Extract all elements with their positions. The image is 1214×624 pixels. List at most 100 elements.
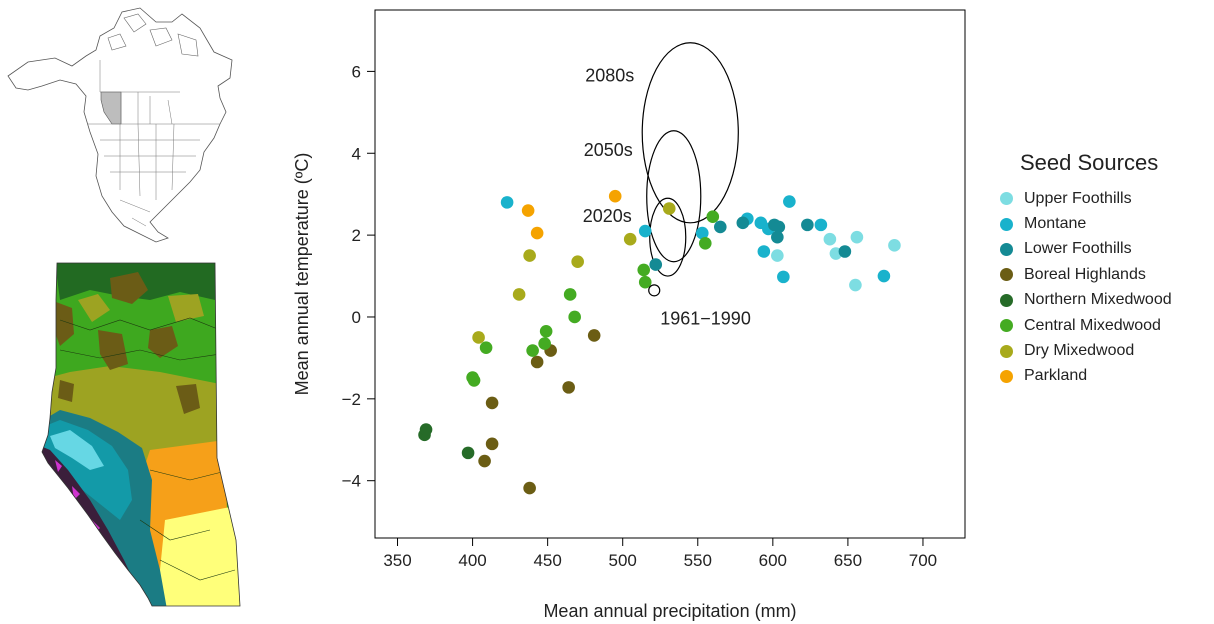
point-montane [500, 196, 514, 209]
point-northern-mixedwood [419, 423, 433, 436]
point-dry-mixedwood [523, 249, 536, 262]
legend-item-boreal-highlands: Boreal Highlands [1000, 262, 1214, 287]
point-boreal-highlands [562, 381, 575, 394]
point-central-mixedwood [539, 325, 553, 338]
point-lower-foothills [771, 230, 784, 244]
legend-swatch [1000, 192, 1013, 206]
point-lower-foothills [801, 218, 814, 232]
legend-label: Boreal Highlands [1024, 265, 1146, 283]
point-lower-foothills [772, 220, 786, 234]
legend-item-montane: Montane [1000, 211, 1214, 236]
point-central-mixedwood [563, 288, 577, 301]
point-central-mixedwood [467, 374, 481, 387]
legend-item-parkland: Parkland [1000, 364, 1214, 389]
y-tick-label: 0 [352, 308, 361, 327]
arctic-islands [107, 13, 199, 57]
point-parkland [530, 226, 544, 240]
point-dry-mixedwood [472, 331, 485, 344]
x-tick-label: 350 [383, 551, 411, 570]
point-parkland [608, 189, 622, 203]
data-points: 1961−1990 [418, 189, 901, 495]
point-lower-foothills [838, 245, 852, 258]
legend-label: Northern Mixedwood [1024, 291, 1172, 309]
x-tick-label: 450 [533, 551, 561, 570]
point-central-mixedwood [526, 344, 539, 357]
x-axis-label: Mean annual precipitation (mm) [543, 601, 796, 621]
alberta-ecoregion-map [42, 263, 240, 606]
x-axis: 350 400 450 500 550 600 650 700 [383, 538, 937, 570]
legend-item-central-mixedwood: Central Mixedwood [1000, 313, 1214, 338]
point-central-mixedwood [638, 275, 652, 289]
point-montane [757, 245, 771, 258]
point-dry-mixedwood [571, 255, 584, 269]
point-central-mixedwood [568, 310, 581, 324]
maps-panel [7, 7, 241, 607]
point-central-mixedwood [698, 237, 712, 250]
point-montane [814, 218, 828, 232]
y-tick-label: 6 [352, 62, 361, 81]
legend-label: Lower Foothills [1024, 240, 1132, 258]
point-boreal-highlands [485, 396, 499, 410]
y-tick-label: −2 [342, 390, 361, 409]
point-upper-foothills [888, 239, 901, 252]
legend-swatch [1000, 369, 1013, 383]
projection-ellipse-2080s [641, 42, 739, 224]
legend-label: Upper Foothills [1024, 189, 1132, 207]
point-lower-foothills [713, 220, 727, 234]
legend-swatch [1000, 217, 1013, 231]
legend-swatch [1000, 242, 1013, 256]
political-boundaries [88, 60, 220, 227]
legend-items: Upper Foothills Montane Lower Foothills Bor… [1000, 186, 1214, 389]
legend-label: Parkland [1024, 367, 1088, 385]
point-dry-mixedwood [662, 202, 676, 215]
y-axis: −4 −2 0 2 4 6 [342, 62, 375, 491]
point-northern-mixedwood [461, 446, 475, 460]
legend-label: Montane [1024, 215, 1087, 233]
point-dry-mixedwood [512, 288, 526, 301]
legend-label: Central Mixedwood [1024, 316, 1161, 334]
x-tick-label: 600 [759, 551, 787, 570]
y-tick-label: −4 [342, 472, 361, 491]
point-boreal-highlands [485, 437, 499, 451]
legend-item-dry-mixedwood: Dry Mixedwood [1000, 338, 1214, 363]
point-lower-foothills [736, 216, 750, 230]
point-upper-foothills [850, 230, 864, 244]
point-lower-foothills [649, 258, 663, 271]
legend-swatch [1000, 268, 1013, 282]
point-central-mixedwood [637, 263, 651, 277]
legend-item-lower-foothills: Lower Foothills [1000, 237, 1214, 262]
legend-item-upper-foothills: Upper Foothills [1000, 186, 1214, 211]
ellipse-label-2020s: 2020s [583, 206, 632, 226]
legend: Seed Sources Upper Foothills Montane Lower… [1000, 150, 1214, 389]
x-tick-label: 650 [834, 551, 862, 570]
point-boreal-highlands [478, 454, 491, 468]
point-montane [638, 224, 652, 238]
legend-swatch [1000, 344, 1013, 358]
legend-item-northern-mixedwood: Northern Mixedwood [1000, 288, 1214, 313]
point-montane [777, 270, 790, 284]
point-upper-foothills [823, 232, 837, 246]
point-boreal-highlands [587, 329, 601, 342]
alberta-outline [41, 262, 241, 607]
projection-ellipses: 2020s 2050s 2080s [583, 42, 739, 277]
point-montane [877, 269, 891, 283]
point-parkland [521, 204, 535, 217]
y-tick-label: 2 [352, 226, 361, 245]
point-dry-mixedwood [623, 232, 637, 246]
projection-ellipse-2020s [649, 197, 687, 277]
legend-swatch [1000, 293, 1013, 307]
legend-label: Dry Mixedwood [1024, 342, 1135, 360]
point-central-mixedwood [538, 337, 551, 350]
legend-swatch [1000, 319, 1013, 333]
y-axis-label: Mean annual temperature (ºC) [292, 153, 312, 396]
x-tick-label: 700 [909, 551, 937, 570]
point-upper-foothills [771, 249, 784, 262]
legend-title: Seed Sources [1020, 150, 1159, 175]
x-tick-label: 500 [609, 551, 637, 570]
ellipse-label-2050s: 2050s [584, 140, 633, 160]
x-tick-label: 400 [458, 551, 486, 570]
point-central-mixedwood [479, 341, 493, 354]
point-boreal-highlands [530, 355, 544, 369]
plot-frame [374, 9, 966, 539]
